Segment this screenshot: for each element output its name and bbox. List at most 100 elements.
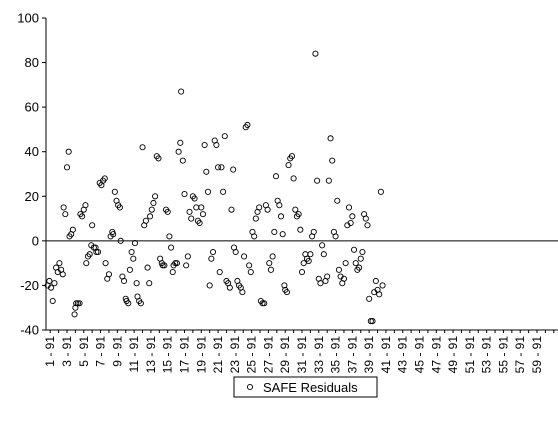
data-point <box>209 248 217 256</box>
data-point <box>342 260 349 267</box>
data-point <box>314 177 321 184</box>
x-tick-label: 51 - 91 <box>463 336 477 374</box>
data-point <box>208 255 215 262</box>
data-point <box>172 260 179 267</box>
data-point <box>125 300 132 307</box>
data-point <box>59 271 66 278</box>
data-point <box>347 219 354 227</box>
data-point <box>169 269 176 276</box>
data-point <box>146 280 153 287</box>
data-point <box>121 277 128 285</box>
data-point <box>110 231 117 238</box>
y-tick-label: 100 <box>17 11 39 26</box>
data-point <box>65 148 72 155</box>
data-point <box>166 233 173 240</box>
data-point <box>357 255 364 262</box>
x-tick-label: 39 - 91 <box>362 336 376 374</box>
y-tick-label: 40 <box>25 144 39 159</box>
data-point <box>133 280 140 287</box>
data-point <box>272 173 280 180</box>
data-point <box>72 304 79 311</box>
x-tick-label: 55 - 91 <box>496 336 510 374</box>
data-point <box>317 280 324 287</box>
data-point <box>367 318 374 325</box>
x-tick-label: 49 - 91 <box>446 336 460 374</box>
data-point <box>220 188 227 195</box>
data-point <box>366 295 373 302</box>
data-point <box>239 289 246 296</box>
data-point <box>279 231 286 238</box>
x-tick-label: 27 - 91 <box>261 336 275 374</box>
data-point <box>105 271 113 278</box>
data-point <box>71 311 78 318</box>
data-point <box>305 257 312 264</box>
data-point <box>244 121 251 129</box>
data-point <box>228 206 235 213</box>
data-point <box>288 153 295 160</box>
data-point <box>161 262 168 269</box>
data-point <box>319 242 326 249</box>
data-point <box>264 206 271 213</box>
x-tick-label: 15 - 91 <box>161 336 175 374</box>
data-point <box>345 204 353 211</box>
data-point <box>349 213 356 220</box>
data-point <box>199 211 207 218</box>
data-point <box>191 195 198 202</box>
data-point <box>46 277 53 285</box>
data-point <box>335 266 342 273</box>
data-point <box>173 260 180 267</box>
x-tick-label: 59 - 91 <box>530 336 544 374</box>
data-point <box>177 139 184 146</box>
data-point <box>206 282 213 289</box>
data-point <box>49 297 56 305</box>
data-point <box>63 164 71 171</box>
data-point <box>188 215 195 222</box>
data-point <box>364 222 371 229</box>
data-point <box>93 248 100 256</box>
y-tick-label: -20 <box>20 278 39 293</box>
x-tick-label: 35 - 91 <box>329 336 343 374</box>
data-point <box>74 300 81 307</box>
data-point <box>334 197 341 204</box>
data-point <box>359 248 366 256</box>
y-tick-label: 80 <box>25 55 39 70</box>
legend-marker <box>246 383 254 391</box>
x-tick-label: 29 - 91 <box>278 336 292 374</box>
data-point <box>179 157 186 164</box>
x-tick-label: 19 - 91 <box>194 336 208 374</box>
x-tick-label: 53 - 91 <box>480 336 494 374</box>
y-tick-label: 60 <box>25 100 39 115</box>
data-point <box>285 162 292 169</box>
data-point <box>94 248 102 256</box>
data-point <box>283 289 290 296</box>
data-point <box>147 213 154 220</box>
data-point <box>247 269 254 276</box>
data-point <box>369 318 376 325</box>
data-point <box>90 244 97 251</box>
x-tick-label: 25 - 91 <box>245 336 259 374</box>
data-point <box>130 255 137 262</box>
data-point <box>324 273 331 280</box>
data-point <box>117 237 124 244</box>
data-point <box>252 215 259 222</box>
data-point <box>218 164 225 171</box>
data-point <box>232 248 239 256</box>
data-point <box>216 269 223 276</box>
data-point <box>183 262 190 269</box>
data-point <box>376 291 383 298</box>
data-point <box>261 300 268 307</box>
data-point <box>215 164 222 171</box>
data-point <box>276 202 283 209</box>
data-point <box>269 253 276 260</box>
data-point <box>196 219 203 227</box>
x-tick-label: 1 - 91 <box>43 336 57 367</box>
data-point <box>259 300 266 307</box>
data-point <box>213 141 220 149</box>
data-point <box>116 204 123 211</box>
x-tick-label: 37 - 91 <box>345 336 359 374</box>
data-point <box>198 204 205 211</box>
data-point <box>372 277 379 285</box>
x-tick-label: 5 - 91 <box>77 336 91 367</box>
data-point <box>295 211 302 218</box>
